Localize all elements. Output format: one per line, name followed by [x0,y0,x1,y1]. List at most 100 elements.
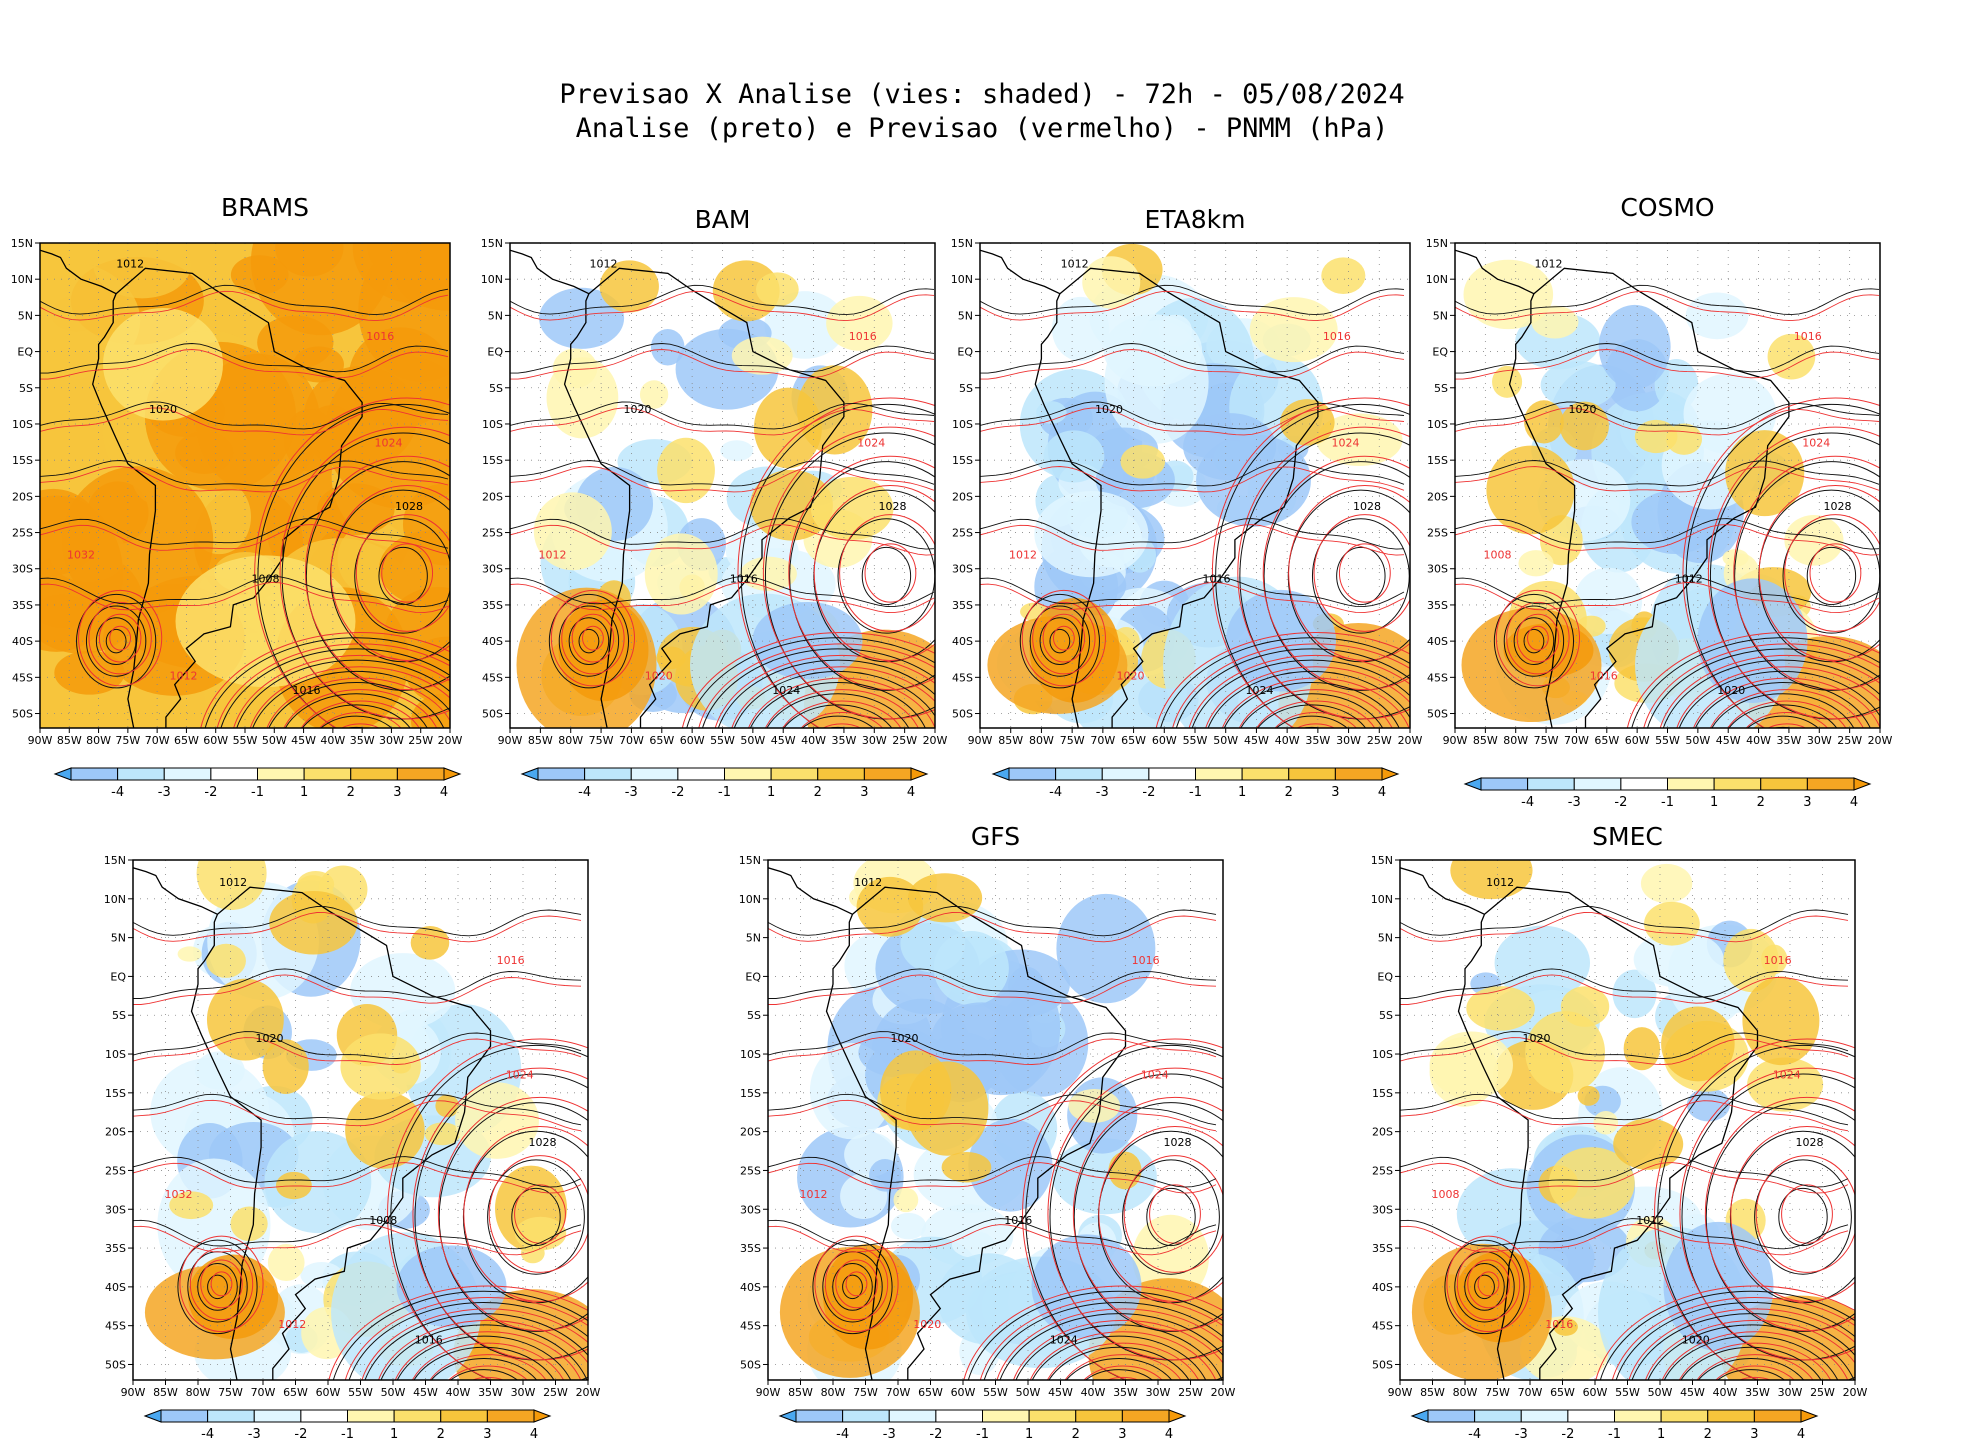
figure-title-line1: Previsao X Analise (vies: shaded) - 72h … [559,79,1405,110]
colorbar-tick-label: 3 [483,1427,491,1442]
contour-label: 1016 [1590,670,1618,683]
lon-label: 80W [186,1386,211,1399]
colorbar-tick-label: -4 [578,785,591,800]
lat-label: 40S [12,635,33,648]
lat-label: 50S [740,1358,761,1371]
colorbar-gfs: -4 -3 -2 -1 1 2 3 4 [778,1409,1187,1444]
lat-label: 50S [1372,1358,1393,1371]
contour-label: 1020 [256,1032,284,1045]
lon-label: 60W [203,734,228,747]
lat-label: 35S [1372,1242,1393,1255]
lon-label: 45W [413,1386,438,1399]
colorbar-tick-label: 2 [1757,795,1765,810]
lat-label: 45S [740,1320,761,1333]
contour-label: 1032 [165,1188,193,1201]
map-panel-brams: 1012 1016 1020 1024 1028 1032 1008 1012 1016 15N 1… [11,237,463,747]
contour-label: 1028 [1353,500,1381,513]
lat-label: 5S [489,382,503,395]
lon-label: 85W [1473,734,1498,747]
lat-label: 10S [1427,418,1448,431]
lon-label: 50W [1685,734,1710,747]
lat-label: 5S [1434,382,1448,395]
lat-label: 35S [740,1242,761,1255]
lat-label: 5N [1433,309,1448,322]
lon-label: 70W [1090,734,1115,747]
colorbar-tick-label: -1 [1608,1427,1621,1442]
lon-label: 40W [1081,1386,1106,1399]
lon-label: 25W [1837,734,1862,747]
lat-label: 50S [482,708,503,721]
lat-label: 15N [481,237,503,250]
colorbar-tick-label: -2 [671,785,684,800]
lat-label: 10S [105,1048,126,1061]
lat-label: 25S [12,527,33,540]
lat-label: 30S [952,563,973,576]
colorbar-tick-label: -2 [294,1427,307,1442]
lat-label: 25S [105,1164,126,1177]
lon-label: 20W [1211,1386,1236,1399]
lat-label: 45S [12,671,33,684]
colorbar-tick-label: 4 [1165,1427,1173,1442]
colorbar-brams: -4 -3 -2 -1 1 2 3 4 [53,767,462,802]
contour-label: 1024 [506,1068,534,1081]
lon-label: 75W [218,1386,243,1399]
lat-label: 5N [111,932,126,945]
contour-label: 1028 [395,500,423,513]
colorbar-tick-label: 3 [393,785,401,800]
lon-label: 55W [233,734,258,747]
lon-label: 20W [923,734,948,747]
contour-label: 1016 [730,573,758,586]
lat-label: 10N [951,273,973,286]
lon-label: 90W [968,734,993,747]
colorbar-tick-label: 2 [347,785,355,800]
lon-label: 70W [1518,1386,1543,1399]
lat-label: 35S [952,599,973,612]
lon-label: 70W [886,1386,911,1399]
lat-label: 50S [12,708,33,721]
lat-label: 45S [105,1320,126,1333]
colorbar-bottom-left: -4 -3 -2 -1 1 2 3 4 [143,1409,552,1444]
lon-label: 40W [1713,1386,1738,1399]
lon-label: 55W [1655,734,1680,747]
lat-label: 35S [12,599,33,612]
colorbar-eta8km: -4 -3 -2 -1 1 2 3 4 [991,767,1400,802]
lon-label: 65W [283,1386,308,1399]
lon-label: 85W [528,734,553,747]
lon-label: 75W [853,1386,878,1399]
colorbar-tick-label: -2 [204,785,217,800]
lat-label: 35S [105,1242,126,1255]
colorbar-tick-label: -3 [1568,795,1581,810]
colorbar-tick-label: 2 [1072,1427,1080,1442]
lat-label: 40S [952,635,973,648]
lon-label: 65W [174,734,199,747]
colorbar-tick-label: -2 [1614,795,1627,810]
lon-label: 30W [1778,1386,1803,1399]
lon-label: 35W [1776,734,1801,747]
lat-label: 15S [1372,1087,1393,1100]
lat-label: 20S [740,1126,761,1139]
map-panel-bottom-left: 1012 1016 1020 1024 1028 1032 1008 1012 1016 15N 1… [104,854,601,1399]
lon-label: 25W [1367,734,1392,747]
contour-label: 1012 [1636,1214,1664,1227]
colorbar-tick-label: 3 [1118,1427,1126,1442]
lon-label: 70W [1564,734,1589,747]
lat-label: 15S [482,454,503,467]
colorbar-tick-label: -3 [625,785,638,800]
lat-label: 10S [482,418,503,431]
lat-label: 15S [1427,454,1448,467]
lon-label: 60W [1583,1386,1608,1399]
contour-label: 1012 [1061,257,1089,270]
colorbar-tick-label: -1 [251,785,264,800]
lat-label: 25S [1427,527,1448,540]
lat-label: 25S [1372,1164,1393,1177]
colorbar-tick-label: -4 [1468,1427,1481,1442]
lon-label: 50W [381,1386,406,1399]
lon-label: 30W [511,1386,536,1399]
lat-label: 40S [482,635,503,648]
lat-label: 5N [746,932,761,945]
lon-label: 35W [478,1386,503,1399]
lon-label: 90W [1443,734,1468,747]
colorbar-tick-label: -4 [1521,795,1534,810]
lon-label: 90W [1388,1386,1413,1399]
contour-label: 1028 [1164,1136,1192,1149]
